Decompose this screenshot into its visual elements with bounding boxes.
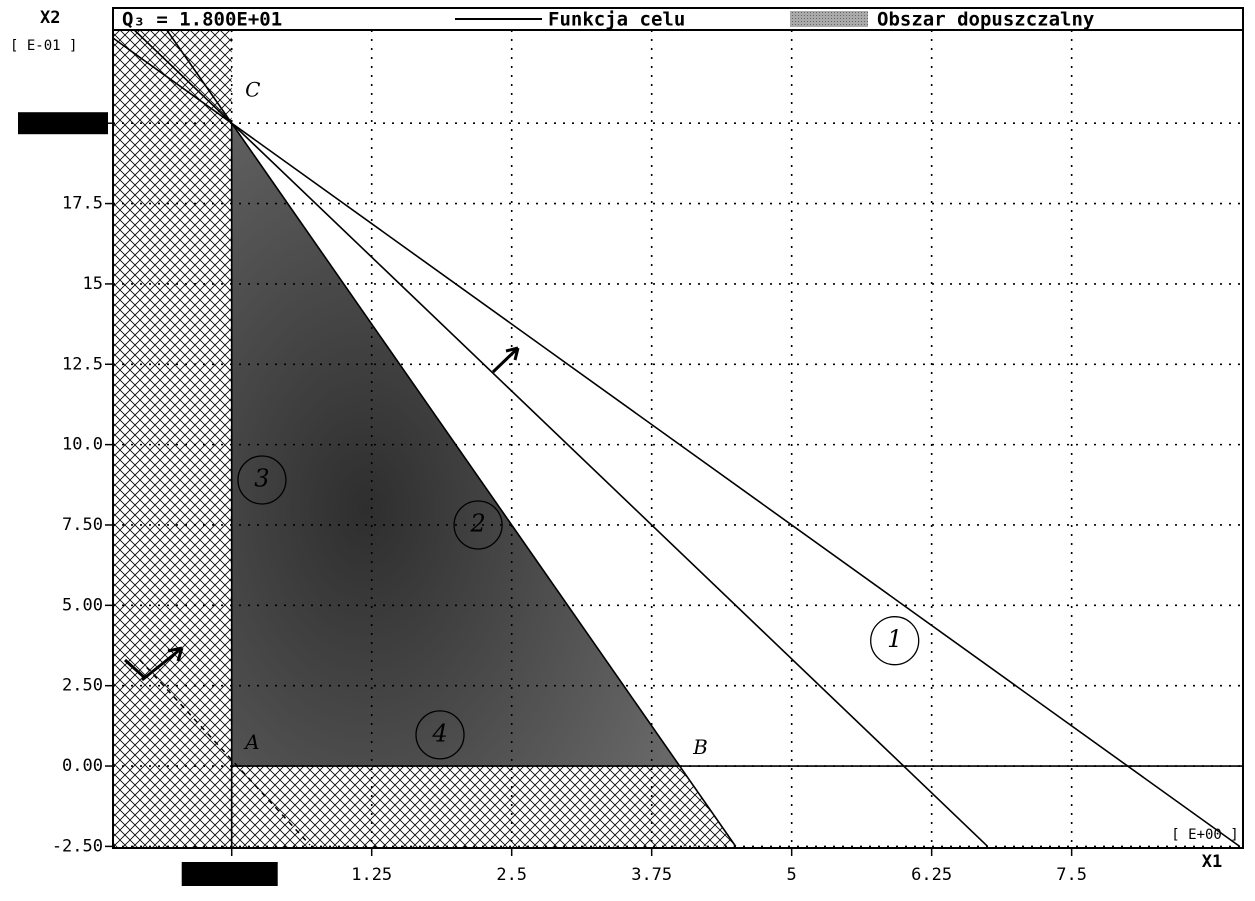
tick-highlight [181, 862, 278, 886]
label-layer: X2 [ E-01 ] [ E+00 ] X1 Q₃ = 1.800E+01 -… [10, 7, 1244, 886]
x-tick-label: 5 [787, 865, 797, 885]
constraint-label: 2 [469, 509, 485, 537]
x-tick-label: 2.5 [496, 865, 527, 885]
x-tick-label: 7.5 [1056, 865, 1087, 885]
legend-label: Obszar dopuszczalny [877, 9, 1094, 31]
y-tick-label: 0.00 [62, 756, 103, 776]
x-axis-unit: [ E+00 ] [1171, 827, 1238, 843]
x-axis-label: X1 [1202, 852, 1222, 872]
constraint-label: 4 [431, 719, 447, 747]
label-circle [237, 455, 287, 505]
constraint-line [133, 29, 989, 847]
x-tick-label: 0.00 [211, 865, 252, 885]
y-tick-label: 17.5 [62, 194, 103, 214]
y-tick-label: 0.20 [62, 113, 103, 133]
y-tick-label: 15 [83, 274, 103, 294]
direction-arrow [123, 646, 184, 682]
y-tick-label: 12.5 [62, 354, 103, 374]
label-circle [870, 616, 920, 666]
legend-swatch [790, 11, 868, 27]
plot-layer [105, 29, 1243, 856]
x-tick-label: 6.25 [911, 865, 952, 885]
x-tick-label: 3.75 [631, 865, 672, 885]
chart-title: Q₃ = 1.800E+01 [122, 9, 282, 31]
legend-label: Funkcja celu [548, 9, 685, 31]
tick-highlight [18, 112, 108, 135]
constraint-label: 3 [254, 464, 269, 492]
label-circle [453, 500, 503, 550]
point-label: A [243, 730, 259, 754]
point-label: B [692, 735, 708, 759]
y-tick-label: 7.50 [62, 515, 103, 535]
y-tick-label: 10.0 [62, 435, 103, 455]
y-tick-label: 5.00 [62, 595, 103, 615]
direction-arrow [491, 346, 520, 374]
constraint-label: 1 [887, 625, 902, 653]
constraint-line [166, 29, 737, 847]
y-tick-label: 2.50 [62, 676, 103, 696]
label-circle [415, 710, 465, 760]
y-axis-label: X2 [40, 8, 60, 28]
point-label: C [245, 78, 260, 102]
constraint-line [112, 37, 1241, 848]
y-tick-label: -2.50 [52, 836, 103, 856]
x-tick-label: 1.25 [351, 865, 392, 885]
y-axis-unit: [ E-01 ] [10, 38, 77, 54]
plot-frame [112, 7, 1244, 849]
direction-line [139, 659, 311, 846]
